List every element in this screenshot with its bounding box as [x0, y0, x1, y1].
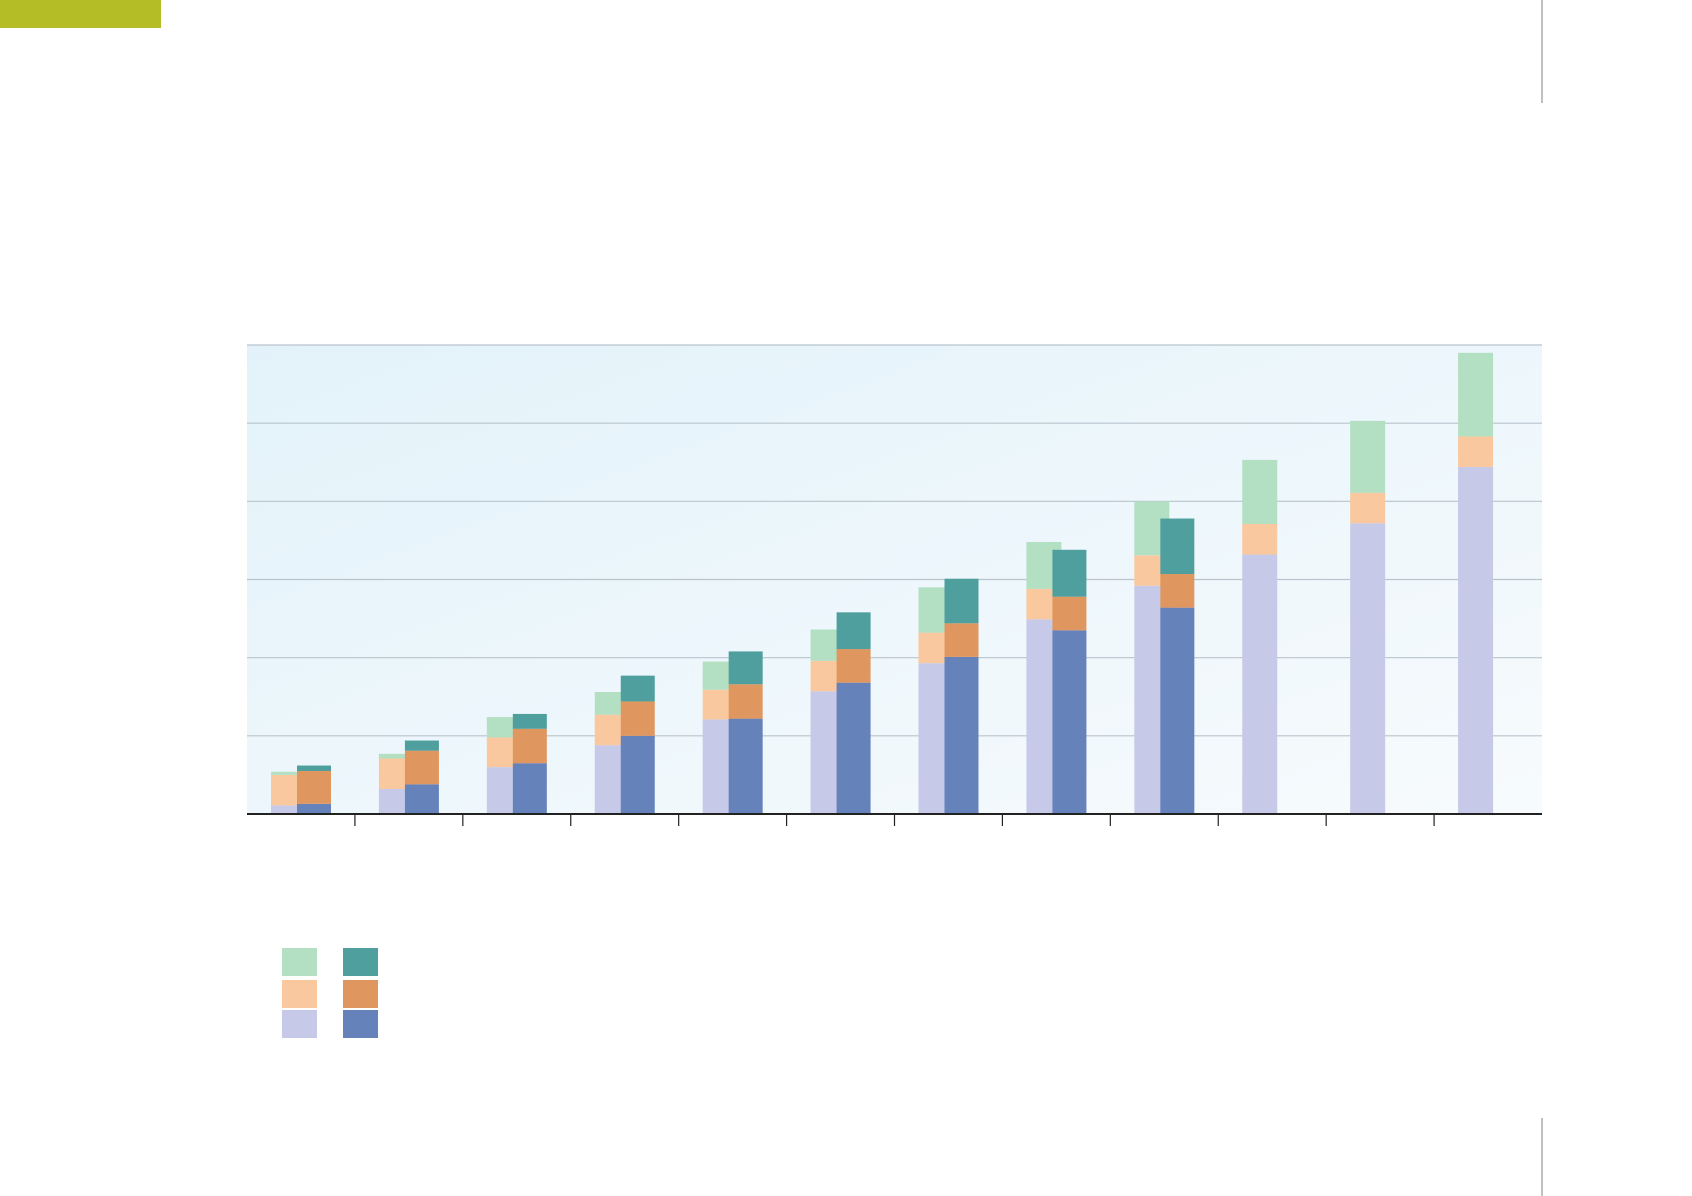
- bar-segment: [1242, 459, 1278, 525]
- bar-segment: [620, 735, 655, 814]
- legend-swatch: [343, 980, 378, 1008]
- bar-segment: [297, 765, 331, 772]
- bar-segment: [1052, 549, 1087, 597]
- legend-swatch: [343, 1010, 378, 1038]
- bar-segment: [271, 805, 306, 814]
- bar-segment: [512, 728, 547, 764]
- header-tab: [0, 0, 161, 28]
- bar-segment: [512, 763, 547, 814]
- bar-segment: [271, 771, 306, 775]
- bar-segment: [1160, 518, 1195, 575]
- bar-segment: [728, 651, 763, 685]
- bar-segment: [836, 612, 871, 650]
- legend-swatch: [343, 948, 378, 976]
- bar-segment: [378, 753, 414, 759]
- bar-segment: [512, 713, 547, 729]
- bar-segment: [1458, 436, 1494, 467]
- bar-segment: [404, 784, 439, 814]
- bar-segment: [404, 740, 439, 751]
- bar-segment: [944, 656, 979, 814]
- bar-segment: [404, 750, 439, 785]
- bar-segment: [836, 649, 871, 683]
- bar-segment: [728, 684, 763, 719]
- bar-segment: [944, 623, 979, 657]
- bar-segment: [297, 771, 331, 804]
- bar-segment: [1350, 420, 1386, 493]
- bar-segment: [728, 718, 763, 814]
- bar-segment: [620, 675, 655, 702]
- bar-segment: [836, 682, 871, 814]
- bar-segment: [1350, 523, 1386, 814]
- bar-segment: [1160, 607, 1195, 814]
- bar-segment: [1458, 466, 1494, 814]
- bar-segment: [297, 803, 331, 814]
- legend-swatch: [282, 948, 317, 976]
- bar-segment: [1242, 524, 1278, 555]
- bar-segment: [620, 701, 655, 736]
- bar-segment: [1242, 554, 1278, 814]
- legend-swatch: [282, 1010, 317, 1038]
- bar-segment: [1458, 352, 1494, 437]
- bar-segment: [1160, 574, 1195, 608]
- bar-segment: [1052, 630, 1087, 814]
- bar-segment: [1052, 596, 1087, 631]
- legend-swatch: [282, 980, 317, 1008]
- bar-segment: [1350, 492, 1386, 524]
- bar-segment: [944, 578, 979, 624]
